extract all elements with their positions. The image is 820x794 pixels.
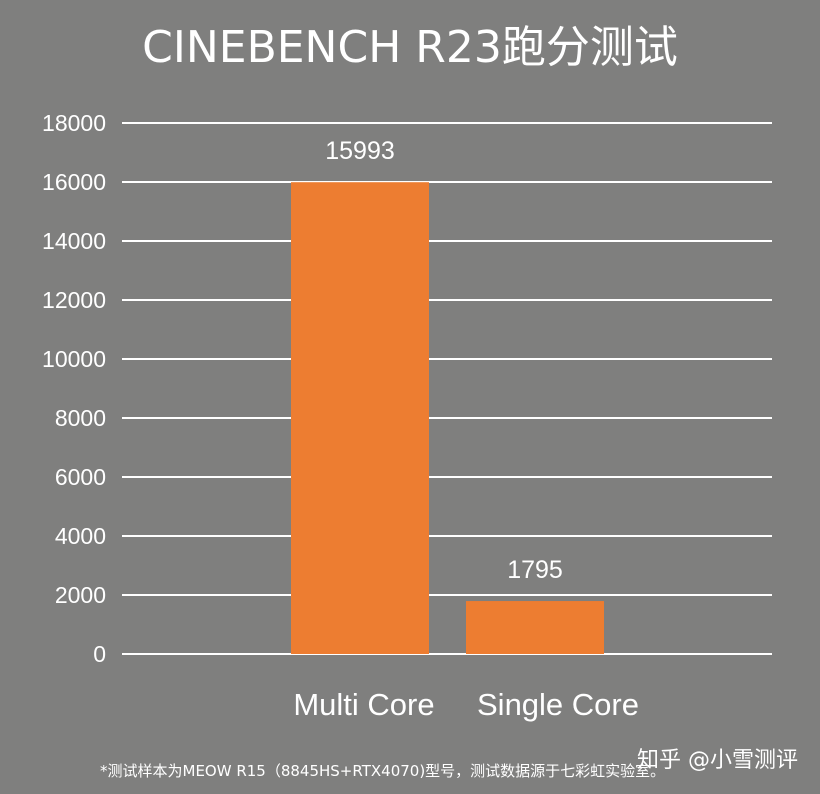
y-tick-label: 18000 — [42, 110, 106, 136]
bar-single-core — [466, 601, 604, 654]
bars — [291, 182, 604, 655]
data-label: 15993 — [325, 137, 395, 165]
y-tick-label: 8000 — [55, 405, 106, 431]
data-labels: 15993 1795 — [325, 137, 563, 584]
watermark: 知乎 @小雪测评 — [637, 748, 798, 773]
y-tick-label: 2000 — [55, 582, 106, 608]
y-tick-label: 14000 — [42, 228, 106, 254]
y-tick-label: 16000 — [42, 169, 106, 195]
y-tick-label: 4000 — [55, 523, 106, 549]
data-label: 1795 — [507, 556, 563, 584]
category-label: Multi Core — [293, 687, 434, 722]
y-tick-label: 10000 — [42, 346, 106, 372]
y-axis-tick-labels: 0 2000 4000 6000 8000 10000 12000 14000 16000 180… — [42, 110, 106, 667]
category-label: Single Core — [477, 687, 639, 722]
chart-title: CINEBENCH R23跑分测试 — [142, 22, 678, 73]
bar-multi-core — [291, 182, 429, 655]
category-labels: Multi Core Single Core — [293, 687, 639, 722]
grid-lines — [122, 122, 772, 655]
y-tick-label: 12000 — [42, 287, 106, 313]
footnote: *测试样本为MEOW R15（8845HS+RTX4070)型号，测试数据源于七… — [100, 762, 666, 780]
y-tick-label: 6000 — [55, 464, 106, 490]
y-tick-label: 0 — [93, 641, 106, 667]
